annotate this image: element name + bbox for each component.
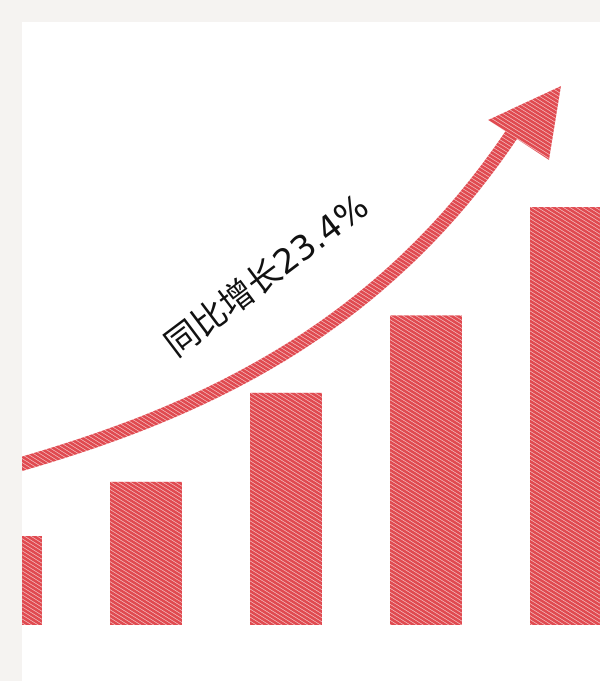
bar-1 [22,535,42,625]
bars-group [22,207,600,626]
growth-annotation-label: 同比增长23.4% [157,186,376,365]
bar-2 [110,481,182,625]
bar-4 [390,315,462,625]
growth-arrow-curve [22,130,518,472]
arrow-head-icon [488,86,561,160]
growth-arrow [22,86,561,472]
bar-5 [530,207,600,626]
bar-3 [250,392,322,625]
